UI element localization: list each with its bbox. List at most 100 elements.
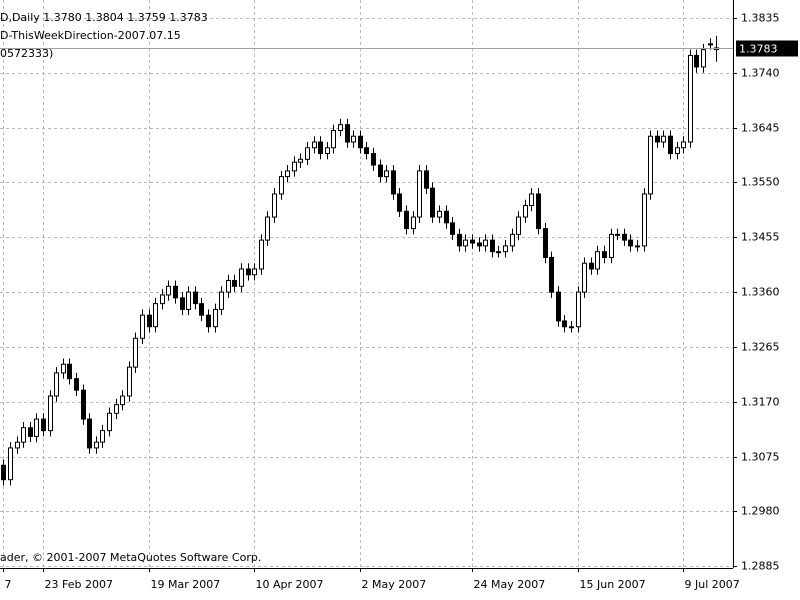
candle-body [417,170,422,218]
candle-body [100,430,105,443]
current-price-box [736,40,798,57]
candle-body [153,303,158,328]
candle-body [437,210,442,218]
candles [1,35,719,486]
x-tick-label: 9 Jul 2007 [685,578,740,591]
candle-body [41,418,46,432]
candle-body [298,158,303,163]
candle-body [206,314,211,328]
candle-body [391,170,396,195]
y-tick-label: 1.3360 [741,286,780,299]
candle-body [358,135,363,149]
candle-body [180,297,185,310]
y-tick-label: 1.2885 [741,560,780,573]
candle-body [628,239,633,247]
candle-body [331,129,336,149]
candle-body [127,366,132,397]
candle-body [642,193,647,247]
current-price-label: 1.3783 [739,43,778,56]
candle-body [239,268,244,287]
candle-body [595,251,600,270]
candle-body [470,239,475,244]
candle-body [589,262,594,270]
candle-body [582,262,587,293]
candle-body [655,135,660,143]
candle-body [384,170,389,178]
candle-body [81,389,86,420]
candle-body [430,187,435,218]
candle-body [147,314,152,328]
candle-body [8,447,13,481]
candle-body [21,427,26,443]
candle-body [312,141,317,149]
candle-body [463,239,468,247]
candle-body [701,49,706,68]
candle-body [325,147,330,155]
candle-body [602,251,607,258]
candle-body [74,378,79,391]
x-tick-label: 23 Feb 2007 [45,578,113,591]
candle-body [688,54,693,143]
y-tick-label: 1.3645 [741,122,780,135]
candle-body [338,124,343,131]
candle-body [15,441,20,449]
candle-body [120,395,125,406]
candle-body [246,268,251,276]
candle-body [28,427,33,437]
candle-body [364,147,369,155]
candle-body [648,135,653,195]
y-tick-label: 1.3455 [741,231,780,244]
candle-body [48,395,53,432]
candle-body [1,464,6,481]
candle-body [404,210,409,230]
candle-body [305,147,310,160]
candle-body [232,280,237,287]
x-tick-label: 24 May 2007 [474,578,546,591]
y-tick-label: 1.3550 [741,176,780,189]
candle-body [160,294,165,305]
y-tick-label: 1.3265 [741,341,780,354]
candle-body [397,193,402,212]
candle-body [576,291,581,328]
candle-body [411,216,416,230]
candle-body [503,245,508,253]
candle-body [496,251,501,254]
candle-body [351,135,356,143]
candle-body [378,164,383,178]
candle-body [67,363,72,380]
candle-body [661,135,666,143]
candle-body [219,291,224,310]
candle-body [694,54,699,68]
x-tick-label: 10 Apr 2007 [256,578,324,591]
candle-body [193,291,198,305]
candle-body [259,239,264,270]
candle-body [477,242,482,247]
y-tick-label: 1.3170 [741,396,780,409]
x-tick-label: 19 Mar 2007 [151,578,221,591]
candle-body [140,314,145,339]
candle-body [199,303,204,316]
candle-body [536,193,541,230]
candle-body [61,363,66,374]
candle-body [345,124,350,143]
candle-body [483,239,488,247]
candle-body [371,153,376,166]
candle-body [252,268,257,276]
chart-title: D,Daily 1.3780 1.3804 1.3759 1.3783 [0,11,208,24]
candle-body [133,337,138,368]
candle-body [569,326,574,329]
candle-body [523,204,528,218]
candle-body [272,193,277,218]
candle-body [444,210,449,224]
candle-body [279,176,284,195]
y-tick-label: 1.3740 [741,67,780,80]
candle-body [635,245,640,248]
candle-body [543,228,548,258]
candle-body [562,320,567,328]
y-tick-label: 1.3835 [741,12,780,25]
candle-body [87,418,92,449]
candle-body [173,285,178,299]
candle-body [510,233,515,247]
candle-body [318,141,323,155]
